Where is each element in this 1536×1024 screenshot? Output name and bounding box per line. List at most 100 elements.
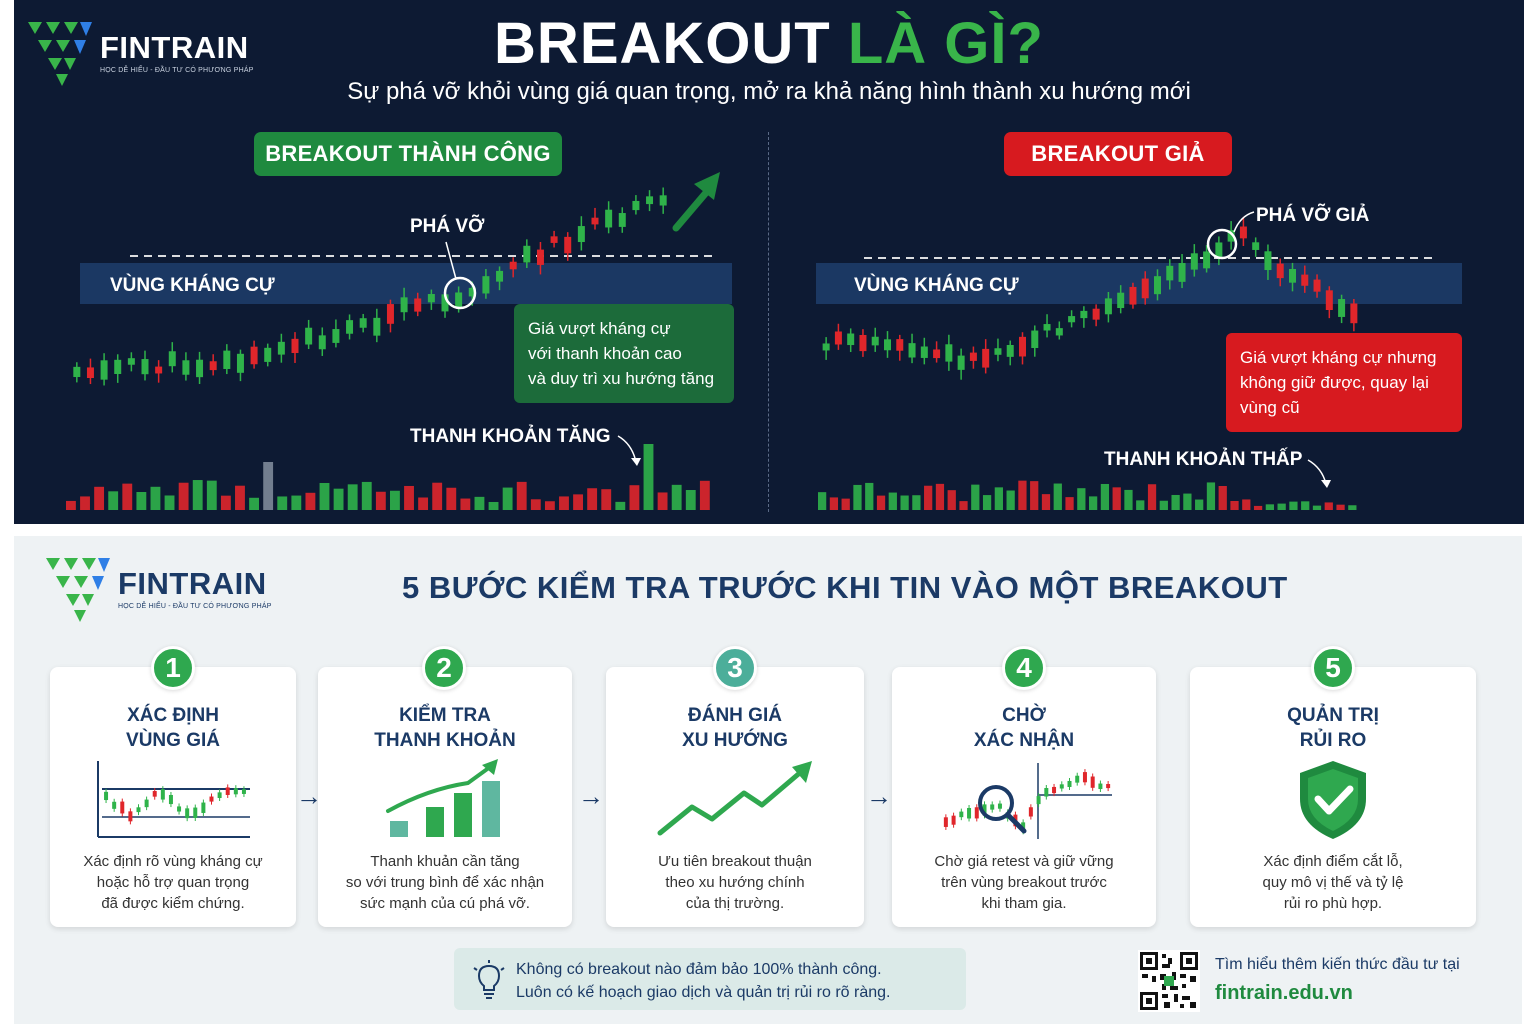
tip-box: Không có breakout nào đảm bảo 100% thành… bbox=[454, 948, 966, 1010]
volume-bar bbox=[1100, 483, 1110, 510]
candle-body bbox=[400, 297, 408, 313]
mini-candle-body bbox=[1028, 807, 1033, 817]
shield-check-icon bbox=[1300, 761, 1366, 839]
website-link[interactable]: fintrain.edu.vn bbox=[1215, 982, 1353, 1004]
fake-volume-bars bbox=[818, 480, 1357, 510]
candle-body bbox=[1276, 263, 1284, 279]
candle-body bbox=[100, 360, 108, 380]
volume-bar bbox=[888, 492, 897, 510]
volume-bar bbox=[474, 496, 485, 510]
candle-body bbox=[1301, 274, 1309, 286]
fintrain-logo-bottom[interactable]: FINTRAIN HỌC DỄ HIỂU - ĐẦU TƯ CÓ PHƯƠNG … bbox=[42, 554, 272, 624]
volume-bar bbox=[1183, 493, 1192, 510]
step-title: ĐÁNH GIÁ XU HƯỚNG bbox=[606, 703, 864, 753]
volume-bar bbox=[516, 481, 527, 510]
candle-body bbox=[550, 236, 558, 243]
volume-bar bbox=[947, 490, 956, 510]
step-desc-line: đã được kiểm chứng. bbox=[101, 895, 245, 912]
mini-candle-body bbox=[1090, 776, 1095, 788]
fake-note: Giá vượt kháng cự nhưng không giữ được, … bbox=[1226, 333, 1462, 432]
volume-bar bbox=[150, 486, 161, 510]
fintrain-logo-icon bbox=[46, 558, 110, 622]
volume-bar bbox=[206, 480, 217, 510]
candle-body bbox=[1203, 251, 1211, 269]
candle-body bbox=[908, 343, 916, 358]
volume-bar bbox=[390, 490, 400, 510]
candle-body bbox=[86, 367, 94, 379]
step-desc-line: quy mô vị thế và tỷ lệ bbox=[1262, 874, 1404, 891]
step-title-line: CHỜ bbox=[1002, 705, 1046, 726]
mini-candle-body bbox=[1082, 772, 1087, 783]
volume-bar bbox=[1171, 494, 1180, 510]
fintrain-logo[interactable]: FINTRAIN HỌC DỄ HIỂU - ĐẦU TƯ CÓ PHƯƠNG … bbox=[24, 18, 254, 88]
candle-body bbox=[536, 249, 544, 265]
volume-bar bbox=[1242, 499, 1251, 510]
candle-body bbox=[223, 350, 231, 369]
volume-bar bbox=[1089, 496, 1098, 510]
candle-body bbox=[127, 358, 135, 365]
candle-body bbox=[1190, 253, 1198, 270]
fake-breakout-label: PHÁ VỠ GIẢ bbox=[1256, 205, 1370, 226]
breakout-explainer-panel: FINTRAIN HỌC DỄ HIỂU - ĐẦU TƯ CÓ PHƯƠNG … bbox=[14, 0, 1524, 524]
mini-candle-body bbox=[144, 799, 149, 808]
volume-bar bbox=[319, 482, 330, 510]
qr-code-icon[interactable] bbox=[1138, 950, 1200, 1012]
candle-body bbox=[441, 294, 449, 312]
candle-body bbox=[847, 333, 855, 346]
candle-body bbox=[250, 346, 258, 365]
candle-body bbox=[1117, 292, 1125, 309]
candle-body bbox=[564, 236, 572, 254]
candle-body bbox=[982, 348, 990, 368]
mini-candle-body bbox=[185, 808, 190, 819]
volume-bar bbox=[333, 488, 344, 510]
volume-bar bbox=[601, 489, 612, 510]
volume-bar bbox=[1336, 504, 1345, 510]
volume-bar bbox=[136, 491, 147, 510]
candle-body bbox=[427, 294, 435, 303]
mini-candle-body bbox=[974, 807, 979, 819]
candle-body bbox=[318, 335, 326, 350]
success-resistance-zone bbox=[80, 263, 732, 304]
candle-body bbox=[386, 304, 394, 324]
step-desc-line: so với trung bình để xác nhận bbox=[345, 874, 545, 891]
candle-body bbox=[509, 261, 517, 270]
candle-body bbox=[332, 329, 340, 343]
volume-bar bbox=[1348, 505, 1357, 510]
candle-body bbox=[1129, 286, 1137, 305]
mini-candle-body bbox=[193, 807, 198, 819]
mini-candle-body bbox=[177, 806, 182, 812]
volume-bar bbox=[1218, 486, 1227, 510]
volume-bar bbox=[829, 497, 839, 510]
candle-body bbox=[896, 339, 904, 351]
step-card-1: XÁC ĐỊNH VÙNG GIÁ Xác định rõ vùng kháng… bbox=[50, 667, 296, 927]
volume-bar bbox=[305, 492, 316, 510]
volume-bar bbox=[685, 490, 696, 510]
candle-body bbox=[168, 351, 176, 367]
volume-bar bbox=[122, 483, 133, 510]
volume-bar bbox=[178, 482, 189, 510]
volume-bar bbox=[1230, 500, 1239, 510]
step-desc-line: trên vùng breakout trước bbox=[941, 874, 1107, 891]
success-note-line: với thanh khoản cao bbox=[528, 344, 682, 363]
volume-bar bbox=[671, 484, 682, 510]
step-desc-line: rủi ro phù hợp. bbox=[1283, 895, 1383, 912]
mini-candle-body bbox=[225, 787, 230, 795]
step-description: Ưu tiên breakout thuận theo xu hướng chí… bbox=[606, 851, 864, 914]
candle-body bbox=[1019, 336, 1026, 357]
candle-body bbox=[1055, 328, 1063, 336]
volume-bar bbox=[994, 487, 1003, 510]
volume-bar bbox=[94, 486, 105, 510]
volume-bar bbox=[876, 495, 886, 510]
volume-bar bbox=[1289, 501, 1298, 510]
brand-name: FINTRAIN bbox=[100, 30, 249, 65]
candle-body bbox=[1215, 242, 1223, 257]
candle-body bbox=[822, 343, 830, 351]
step-title-line: VÙNG GIÁ bbox=[126, 730, 220, 751]
panel-divider bbox=[768, 132, 769, 512]
mini-candle-body bbox=[209, 796, 214, 802]
candle-body bbox=[1154, 276, 1161, 295]
mini-candle-body bbox=[1075, 775, 1080, 783]
volume-bar bbox=[1147, 484, 1157, 510]
candle-body bbox=[1006, 344, 1014, 357]
volume-bar bbox=[277, 496, 288, 510]
